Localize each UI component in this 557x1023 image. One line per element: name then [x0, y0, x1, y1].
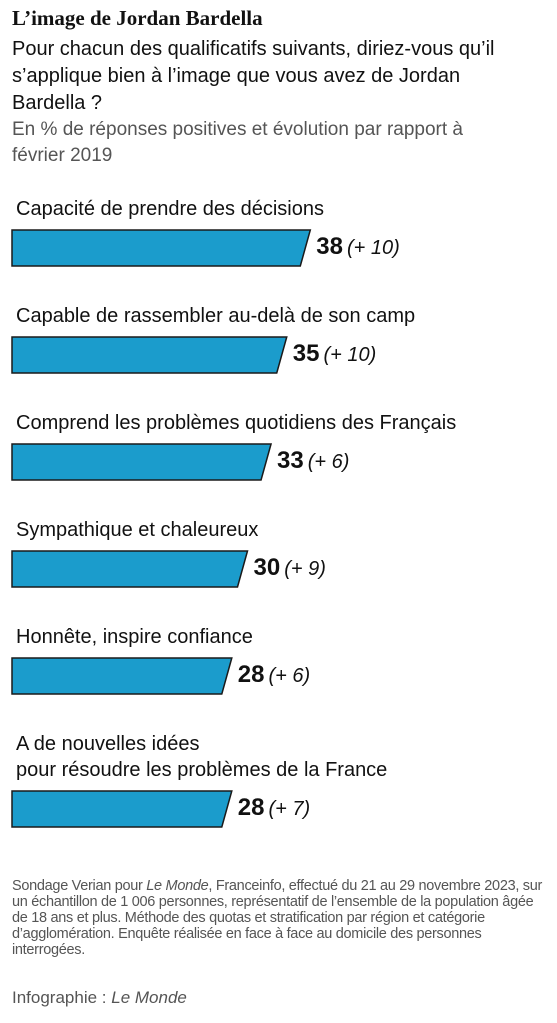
- value-label: 33: [277, 447, 304, 474]
- bar: [11, 443, 273, 481]
- credit-text: Infographie :: [12, 988, 112, 1007]
- note-text: Sondage Verian pour: [12, 878, 147, 894]
- value-group: 33 (+ 6): [277, 447, 349, 475]
- change-label: (+ 9): [284, 558, 326, 580]
- change-label: (+ 6): [268, 665, 311, 687]
- source-note: Sondage Verian pour Le Monde, Franceinfo…: [12, 878, 552, 958]
- bar: [11, 790, 233, 828]
- bar: [11, 550, 249, 588]
- value-label: 28: [237, 794, 265, 821]
- category-label: Comprend les problèmes quotidiens des Fr…: [16, 412, 457, 434]
- category-label: Honnête, inspire confiance: [16, 626, 253, 648]
- change-label: (+ 6): [307, 451, 350, 473]
- change-label: (+ 10): [347, 237, 400, 259]
- value-group: 38 (+ 10): [316, 233, 400, 261]
- change-label: (+ 10): [323, 344, 377, 366]
- bar: [11, 229, 312, 267]
- value-label: 38: [316, 233, 343, 260]
- value-group: 30 (+ 9): [254, 554, 326, 582]
- chart-subtitle: Pour chacun des qualificatifs suivants, …: [12, 38, 495, 114]
- bar: [11, 657, 233, 695]
- value-label: 28: [237, 661, 265, 688]
- value-label: 30: [253, 554, 281, 581]
- value-group: 35 (+ 10): [293, 340, 377, 368]
- value-group: 28 (+ 7): [238, 794, 310, 822]
- value-group: 28 (+ 6): [238, 661, 310, 689]
- unit-note: En % de réponses positives et évolution …: [12, 119, 463, 166]
- category-label: A de nouvelles idées pour résoudre les p…: [16, 733, 388, 781]
- category-label: Sympathique et chaleureux: [16, 519, 259, 541]
- category-label: Capacité de prendre des décisions: [16, 198, 324, 220]
- value-label: 35: [292, 340, 320, 367]
- credit: Infographie : Le Monde: [12, 988, 187, 1008]
- note-text: Le Monde: [146, 878, 209, 894]
- change-label: (+ 7): [268, 798, 311, 820]
- chart-title: L’image de Jordan Bardella: [12, 6, 263, 30]
- credit-text: Le Monde: [111, 988, 187, 1007]
- bar: [11, 336, 288, 374]
- category-label: Capable de rassembler au-delà de son cam…: [16, 305, 416, 327]
- note-text: , Franceinfo, effectué du 21 au 29 novem…: [12, 878, 543, 958]
